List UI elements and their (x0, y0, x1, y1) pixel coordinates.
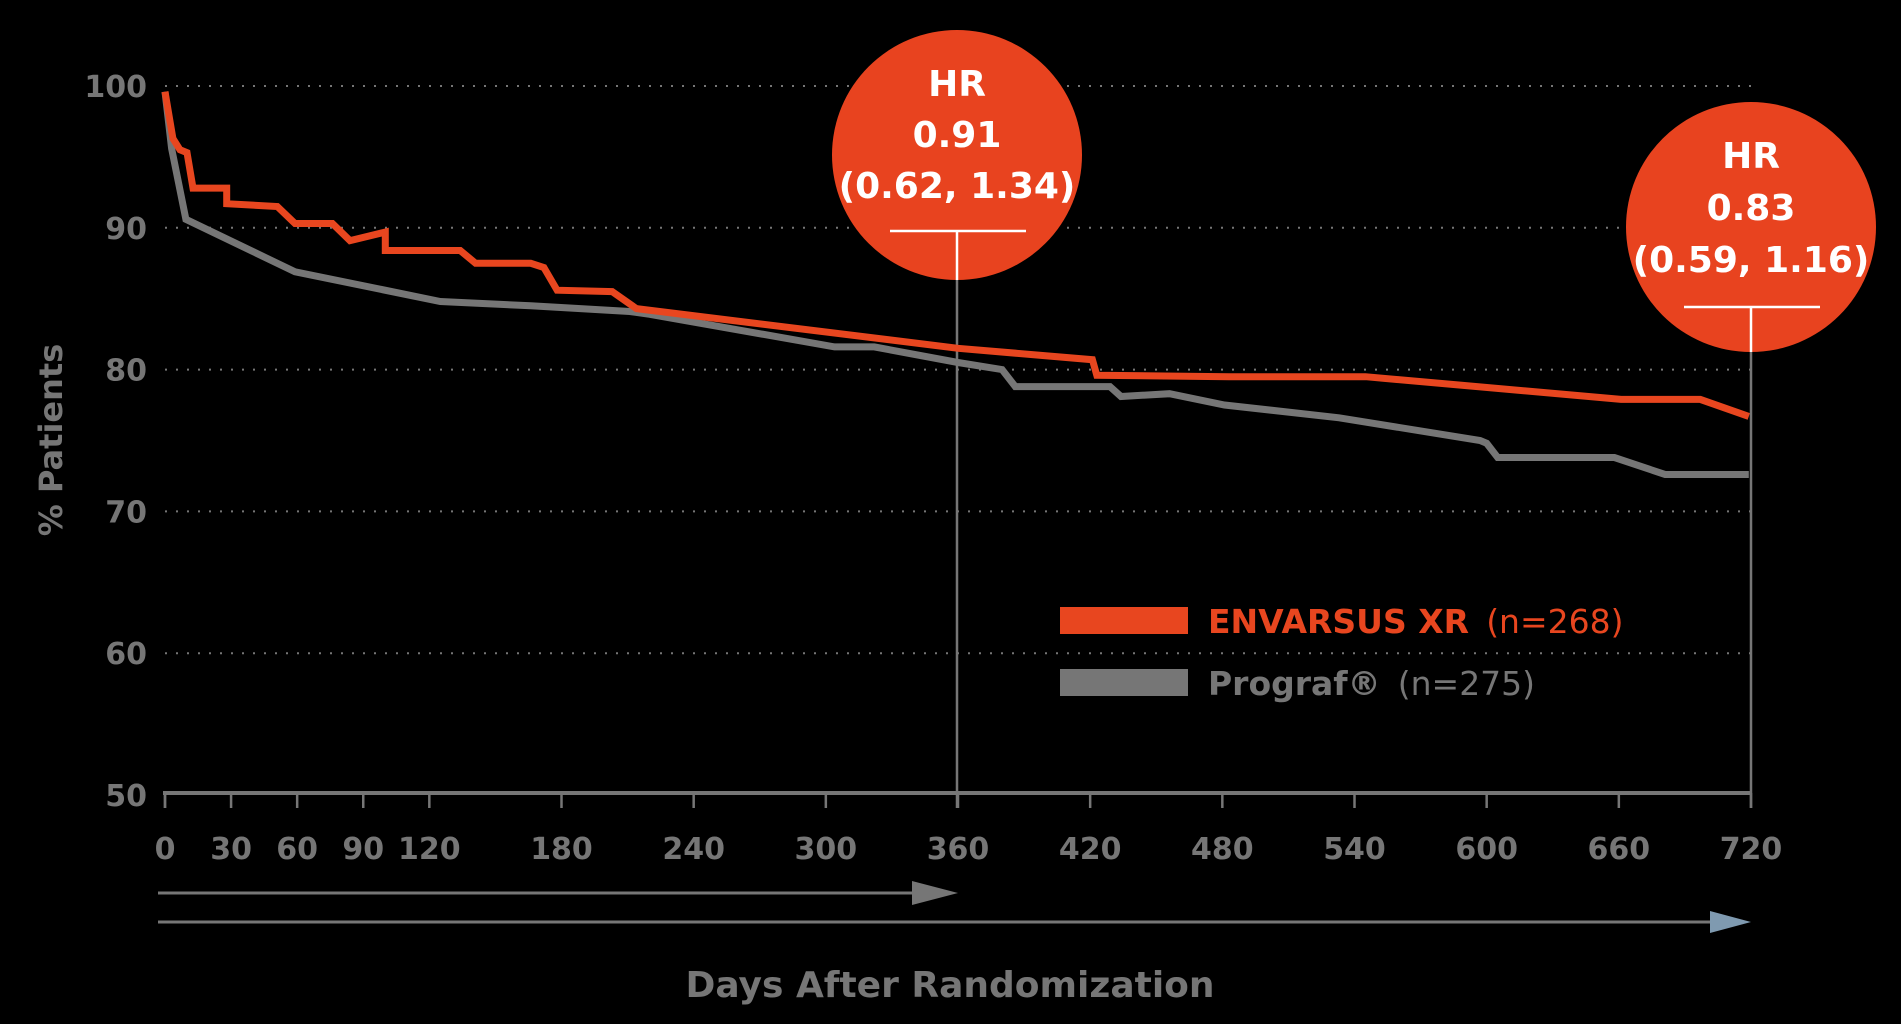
y-tick-label: 100 (84, 70, 147, 105)
legend-swatch-prograf (1060, 669, 1188, 696)
y-tick-label: 70 (105, 495, 147, 530)
hr-label: HR (1722, 136, 1780, 177)
legend-n-envarsus: (n=268) (1486, 602, 1623, 641)
x-tick-label: 660 (1588, 832, 1651, 867)
arrow-0-360 (158, 881, 958, 905)
legend: ENVARSUS XR (n=268) Prograf® (n=275) (1060, 602, 1624, 703)
legend-n-prograf: (n=275) (1398, 664, 1535, 703)
curve-prograf- (161, 91, 1749, 478)
x-tick-label: 0 (155, 832, 176, 867)
x-tick-label: 600 (1455, 832, 1518, 867)
x-tick-label: 720 (1720, 832, 1783, 867)
hr-ci: (0.62, 1.34) (839, 166, 1076, 207)
x-tick-label: 360 (927, 832, 990, 867)
x-tick-label: 240 (662, 832, 725, 867)
svg-text:ENVARSUS XR (n=268): ENVARSUS XR (n=268) (1208, 602, 1624, 641)
y-tick-label: 80 (105, 354, 147, 389)
x-tick-label: 300 (795, 832, 858, 867)
hr-label: HR (928, 64, 986, 105)
hr-value: 0.83 (1707, 188, 1796, 229)
x-tick-label: 90 (342, 832, 384, 867)
y-tick-label: 50 (105, 779, 147, 814)
legend-label-prograf: Prograf® (1208, 664, 1381, 703)
hr-value: 0.91 (913, 115, 1002, 156)
y-tick-label: 90 (105, 212, 147, 247)
legend-swatch-envarsus (1060, 607, 1188, 634)
y-axis-tick-labels: 50 60 70 80 90 100 (84, 70, 147, 814)
x-tick-label: 540 (1323, 832, 1386, 867)
x-tick-label: 420 (1059, 832, 1122, 867)
survival-curves (161, 91, 1750, 478)
x-tick-label: 60 (276, 832, 318, 867)
x-axis-title: Days After Randomization (685, 965, 1214, 1006)
arrow-0-720 (158, 911, 1751, 933)
x-tick-label: 480 (1191, 832, 1254, 867)
arrowhead-icon (912, 881, 958, 905)
hr-bubble-360: HR 0.91 (0.62, 1.34) (832, 30, 1082, 280)
curve-envarsus-xr (161, 91, 1750, 420)
svg-text:Prograf® (n=275): Prograf® (n=275) (1208, 664, 1535, 703)
y-axis-title: % Patients (32, 344, 70, 536)
x-tick-label: 120 (398, 832, 461, 867)
x-tick-label: 180 (530, 832, 593, 867)
hr-ci: (0.59, 1.16) (1633, 240, 1870, 281)
hr-bubble-720: HR 0.83 (0.59, 1.16) (1626, 102, 1876, 352)
x-tick-label: 30 (210, 832, 252, 867)
arrowhead-icon (1710, 911, 1751, 933)
x-axis-ticks: 0 30 60 90 120 180 240 300 360 420 480 540 600 660 720 (155, 793, 1783, 867)
legend-label-envarsus: ENVARSUS XR (1208, 602, 1469, 641)
y-tick-label: 60 (105, 637, 147, 672)
